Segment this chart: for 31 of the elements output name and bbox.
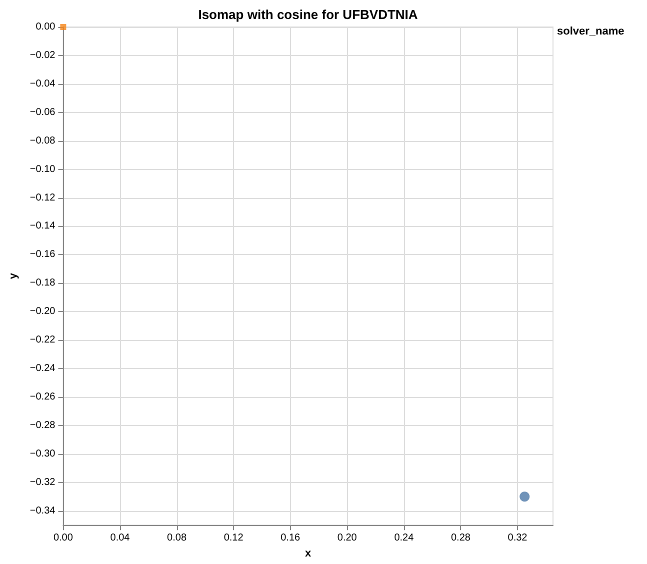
y-tick-label: −0.14 xyxy=(30,220,56,232)
legend-title: solver_name xyxy=(557,26,624,38)
y-tick-label: −0.02 xyxy=(30,50,56,61)
y-tick-label: −0.22 xyxy=(30,334,56,346)
chart-title: Isomap with cosine for UFBVDTNIA xyxy=(198,7,418,22)
y-tick-label: −0.34 xyxy=(30,505,56,516)
x-tick-label: 0.04 xyxy=(110,532,130,544)
x-tick-label: 0.24 xyxy=(394,532,414,544)
y-tick-label: −0.30 xyxy=(30,448,56,460)
x-tick-label: 0.00 xyxy=(53,532,74,544)
y-tick-label: −0.06 xyxy=(30,106,56,118)
x-tick-label: 0.20 xyxy=(337,532,358,544)
y-tick-label: −0.12 xyxy=(30,192,56,204)
y-tick-label: −0.08 xyxy=(30,135,56,146)
y-tick-label: −0.20 xyxy=(30,306,56,318)
y-tick-label: −0.26 xyxy=(30,392,56,403)
y-tick-label: −0.16 xyxy=(30,249,56,260)
x-tick-label: 0.16 xyxy=(280,532,301,544)
y-tick-label: −0.10 xyxy=(30,164,56,175)
x-axis-title: x xyxy=(305,548,312,560)
y-tick-label: −0.18 xyxy=(30,278,56,289)
y-tick-label: 0.00 xyxy=(36,22,56,32)
x-tick-label: 0.32 xyxy=(508,532,528,544)
y-axis-title: y xyxy=(8,272,20,280)
y-tick-label: −0.32 xyxy=(30,476,56,488)
y-tick-label: −0.24 xyxy=(30,363,56,374)
x-tick-label: 0.08 xyxy=(167,532,187,544)
y-tick-label: −0.04 xyxy=(30,78,56,90)
y-tick-label: −0.28 xyxy=(30,420,56,431)
x-tick-label: 0.12 xyxy=(224,532,244,544)
x-tick-label: 0.28 xyxy=(450,532,471,544)
